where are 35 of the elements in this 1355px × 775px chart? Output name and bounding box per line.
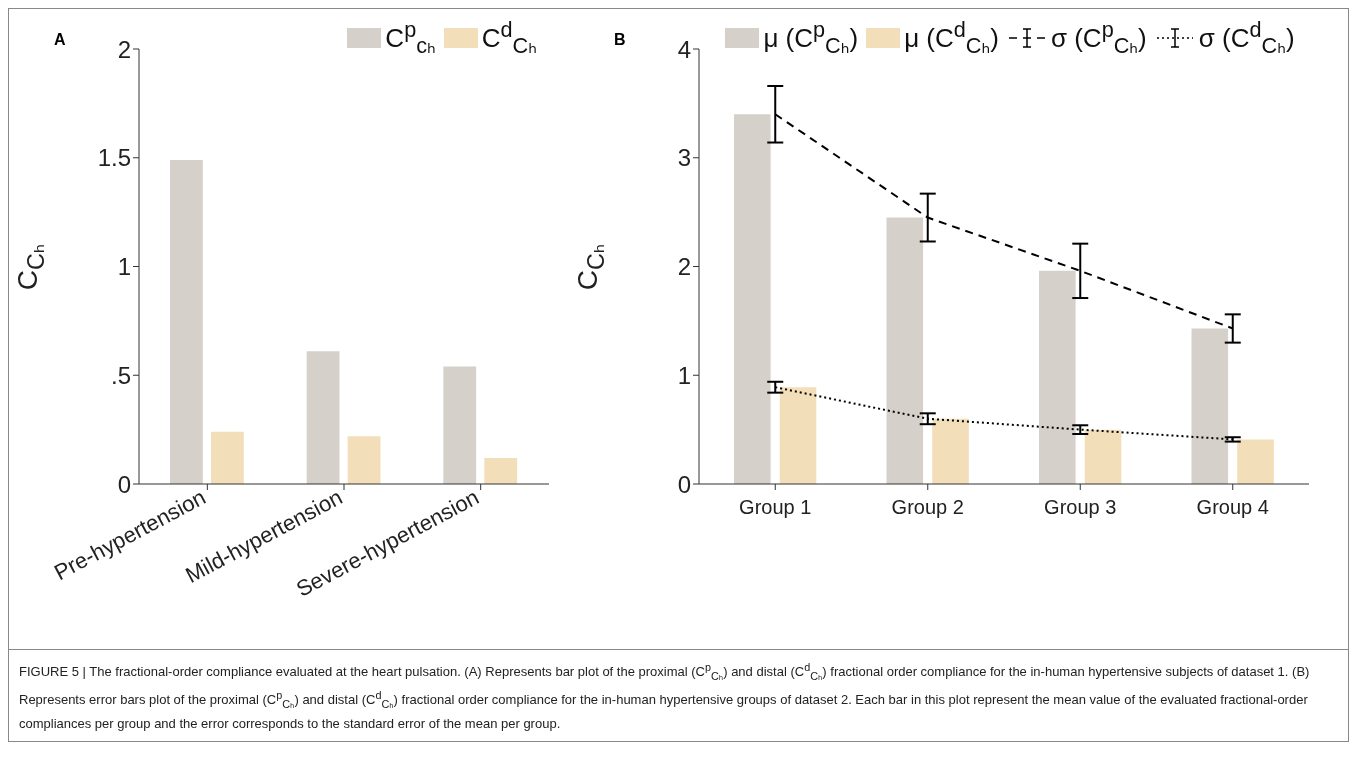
bar xyxy=(932,418,969,484)
bar xyxy=(1237,439,1274,484)
text: FIGURE 5 | The fractional-order compliance evaluated at the heart pulsation. (A) Represents bar plot of the proximal (C$^{p}$$_{Cₕ}$) and distal (C$^{d}$$_{Cₕ}$) fractional order compliance for the in-human hypertensive subjects of dataset 1. (B) Represents error bars plot of the proximal (C$^{p}$$_{Cₕ}$) and distal (C$^{d}$$_{Cₕ}$) fractional order compliance for the in-human hypertensive groups of dataset 2. Each bar in this plot represent the mean value of the evaluated fractional-order compliances per group and the error corresponds to the standard error of the mean per group. xyxy=(19,661,1310,731)
y-tick-label: 1.5 xyxy=(97,144,131,172)
bar xyxy=(484,457,518,484)
y-tick-label: 2 xyxy=(117,35,131,63)
chart-title: B xyxy=(614,31,626,49)
bar xyxy=(1084,429,1122,484)
legend-label: μ (C$^{p}$$_{Cₕ}$) xyxy=(763,17,859,59)
x-tick-label: Group 2 xyxy=(891,496,964,518)
chart-title: A xyxy=(54,31,66,49)
x-tick-label: Group 4 xyxy=(1196,496,1269,518)
y-tick-label: 4 xyxy=(677,35,691,63)
bar xyxy=(779,387,817,484)
legend-label: μ (C$^{d}$$_{Cₕ}$) xyxy=(904,17,999,59)
y-tick-label: 0 xyxy=(117,470,131,498)
legend-label: σ (C$^{p}$$_{Cₕ}$) xyxy=(1050,17,1147,59)
bar xyxy=(886,217,924,484)
bar xyxy=(734,114,771,484)
legend-label: σ (C$^{d}$$_{Cₕ}$) xyxy=(1198,17,1295,59)
bar xyxy=(1039,270,1076,484)
bar xyxy=(1191,328,1229,484)
x-tick-label: Group 3 xyxy=(1044,496,1117,518)
y-tick-label: 0 xyxy=(677,470,691,498)
y-tick-label: 1 xyxy=(677,361,691,389)
y-tick-label: 2 xyxy=(677,253,691,281)
y-tick-label: .5 xyxy=(110,361,131,389)
bar xyxy=(306,351,340,484)
bar xyxy=(347,436,381,484)
bar xyxy=(211,431,244,484)
bar xyxy=(443,366,477,484)
y-tick-label: 3 xyxy=(677,144,691,172)
x-tick-label: Group 1 xyxy=(739,496,812,518)
bar xyxy=(170,159,203,484)
y-tick-label: 1 xyxy=(117,253,131,281)
